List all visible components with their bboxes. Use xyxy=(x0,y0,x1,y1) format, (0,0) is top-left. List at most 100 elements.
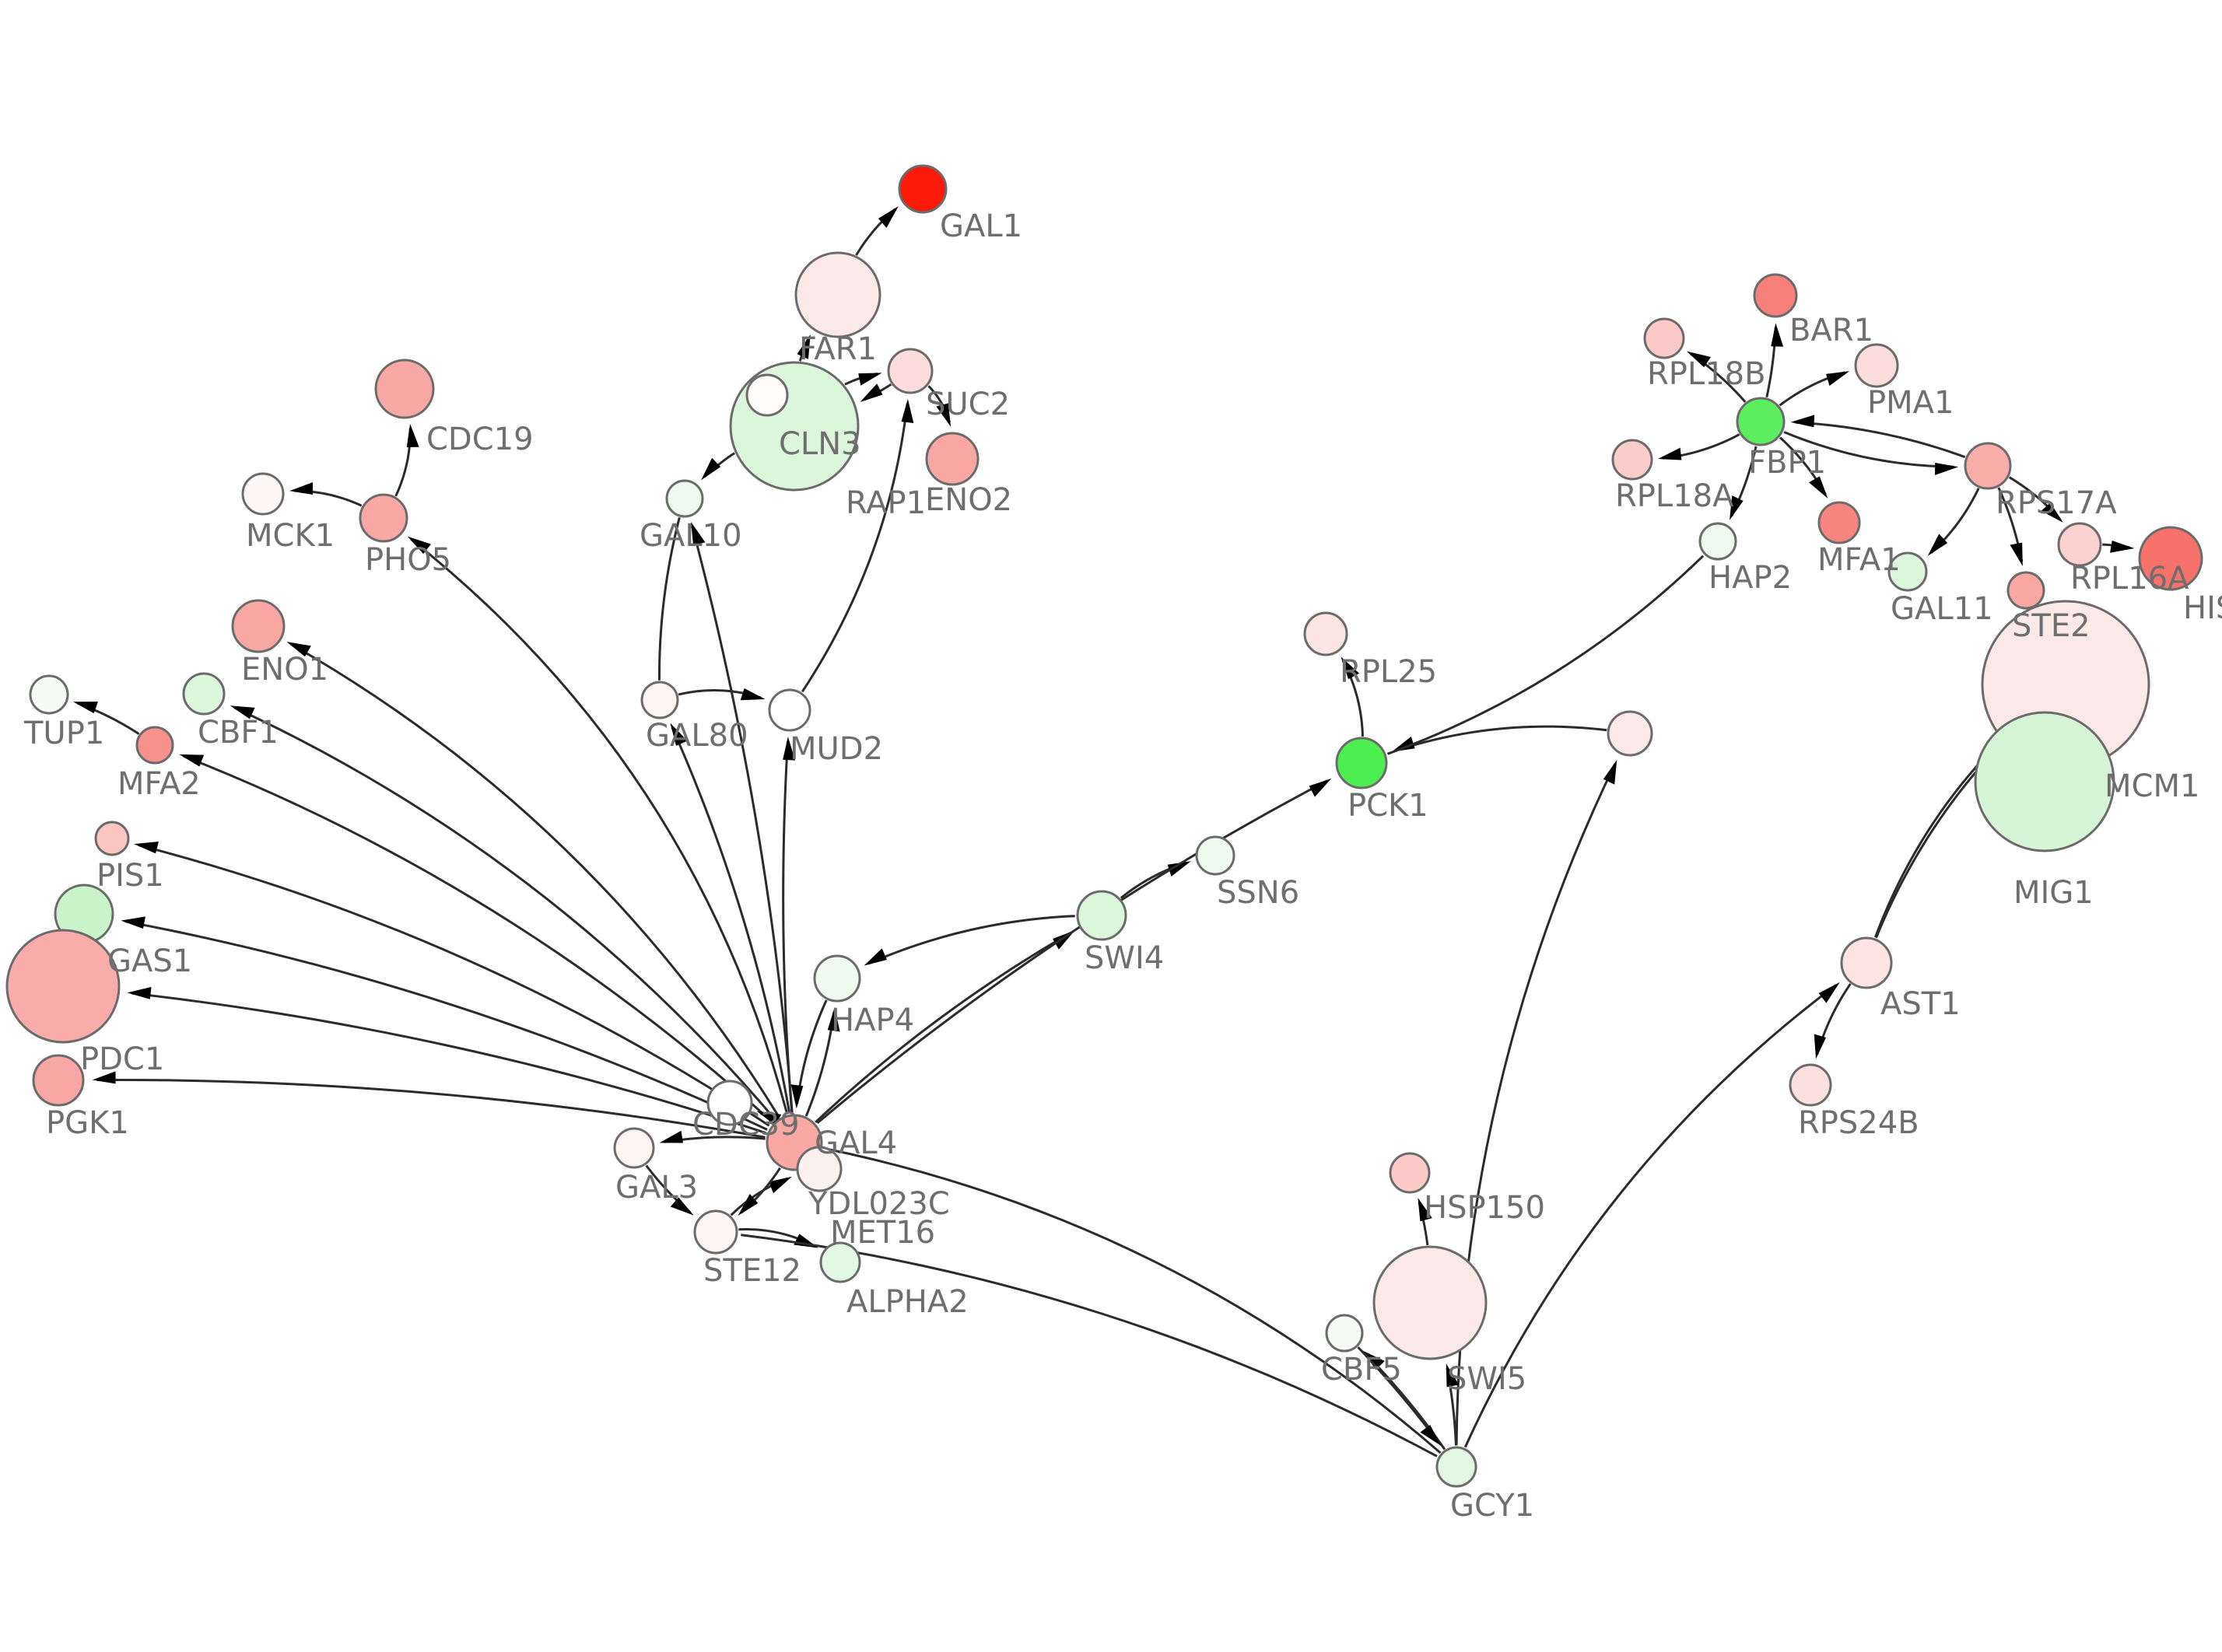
node-cbf1[interactable] xyxy=(182,672,226,716)
node-gcy1[interactable] xyxy=(1435,1446,1477,1488)
node-mfa1[interactable] xyxy=(1817,501,1861,544)
arrowhead-rps17a-to-gal11 xyxy=(1927,534,1948,556)
node-cdc19[interactable] xyxy=(374,359,435,419)
node-label-gal10: GAL10 xyxy=(640,518,742,554)
node-his4[interactable] xyxy=(2138,526,2203,591)
arrowhead-rps17a-to-ste2 xyxy=(2010,542,2023,567)
arrowhead-fbp1-to-pma1 xyxy=(1825,371,1850,387)
node-label-gas1: GAS1 xyxy=(107,943,192,979)
edge-layer xyxy=(73,206,2135,1458)
node-far1[interactable] xyxy=(794,251,881,338)
node-cdc39[interactable] xyxy=(706,1080,753,1126)
node-pis1[interactable] xyxy=(94,821,130,856)
node-bar1[interactable] xyxy=(1753,273,1798,318)
node-hap2[interactable] xyxy=(1698,522,1737,561)
node-ste2[interactable] xyxy=(2006,571,2045,610)
arrowhead-gal4-to-eno1 xyxy=(286,642,311,657)
node-pck1[interactable] xyxy=(1335,737,1388,789)
node-rpl18a[interactable] xyxy=(1611,439,1653,481)
node-ssn6[interactable] xyxy=(1195,835,1235,876)
node-ast1[interactable] xyxy=(1840,936,1893,989)
arrowhead-pho5-to-mck1 xyxy=(289,482,314,495)
node-alpha2[interactable] xyxy=(819,1241,861,1283)
node-ste12[interactable] xyxy=(693,1209,738,1255)
node-tup1[interactable] xyxy=(29,674,69,715)
node-label-met16: MET16 xyxy=(830,1215,935,1251)
node-eno2[interactable] xyxy=(925,432,980,486)
node-label-ste12: STE12 xyxy=(703,1253,801,1289)
node-pho5[interactable] xyxy=(359,493,408,543)
node-rps24b[interactable] xyxy=(1789,1063,1832,1107)
node-pdc1[interactable] xyxy=(5,929,121,1044)
node-label-ste2: STE2 xyxy=(2012,608,2091,644)
node-suc2[interactable] xyxy=(887,348,934,394)
node-rps17a[interactable] xyxy=(1964,442,2012,490)
edge-gal4-to-eno1 xyxy=(289,642,780,1117)
node-pgk1[interactable] xyxy=(32,1054,85,1107)
arrowhead-ste12-to-ydl023c xyxy=(769,1176,792,1194)
node-label-pho5: PHO5 xyxy=(365,542,451,578)
node-hsp150[interactable] xyxy=(1389,1152,1431,1194)
arrowhead-mud2-to-suc2 xyxy=(901,398,914,423)
node-rpl25[interactable] xyxy=(1303,611,1348,656)
node-label-mud2: MUD2 xyxy=(790,731,883,767)
edge-gal4-to-pck1 xyxy=(816,779,1328,1125)
arrowhead-gcy1-to-cbf5 xyxy=(1362,1350,1385,1370)
arrowhead-rps17a-to-fbp1 xyxy=(1790,415,1815,428)
node-label-cbf1: CBF1 xyxy=(198,715,279,751)
node-unlab1[interactable] xyxy=(1607,710,1653,757)
node-eno1[interactable] xyxy=(231,599,286,653)
node-label-rpl18a: RPL18A xyxy=(1615,478,1734,514)
node-rpl16a[interactable] xyxy=(2057,522,2102,567)
arrowhead-rpl16a-to-his4 xyxy=(2110,541,2135,553)
arrowhead-pho5-to-cdc19 xyxy=(406,423,419,448)
node-hap4[interactable] xyxy=(813,954,861,1003)
node-cbf5[interactable] xyxy=(1325,1314,1364,1353)
node-mig1[interactable] xyxy=(1974,711,2115,852)
arrowhead-unlab1-to-pck1 xyxy=(1391,737,1415,752)
node-label-bar1: BAR1 xyxy=(1789,313,1873,348)
node-label-cdc39: CDC39 xyxy=(692,1107,800,1143)
arrowhead-gal4-to-cbf1 xyxy=(230,705,255,719)
arrowhead-gal4-to-pck1 xyxy=(1309,778,1332,797)
node-label-far1: FAR1 xyxy=(799,331,877,367)
arrowhead-fbp1-to-bar1 xyxy=(1771,323,1784,347)
node-ydl023c[interactable] xyxy=(796,1146,843,1192)
edge-rps17a-to-fbp1 xyxy=(1795,421,1966,459)
node-label-ydl023c: YDL023C xyxy=(808,1186,950,1222)
node-label-cbf5: CBF5 xyxy=(1321,1352,1402,1388)
node-cln3inner[interactable] xyxy=(745,373,789,417)
arrowhead-mfa2-to-tup1 xyxy=(73,702,99,714)
node-mfa2[interactable] xyxy=(135,726,174,765)
node-swi5[interactable] xyxy=(1372,1245,1488,1360)
arrowhead-ast1-to-rps24b xyxy=(1814,1034,1827,1059)
arrowhead-fbp1-to-rpl18a xyxy=(1658,447,1682,460)
node-label-rps17a: RPS17A xyxy=(1996,485,2117,521)
node-gal80[interactable] xyxy=(640,681,679,719)
node-label-gal11: GAL11 xyxy=(1891,591,1993,627)
node-mud2[interactable] xyxy=(768,688,811,732)
arrowhead-gal80-to-mud2 xyxy=(740,688,766,701)
arrowhead-hap4-to-gal4 xyxy=(790,1084,804,1109)
node-label-suc2: SUC2 xyxy=(926,387,1010,422)
edge-gal4-to-pis1 xyxy=(138,844,770,1127)
node-pma1[interactable] xyxy=(1854,343,1899,388)
node-gal10[interactable] xyxy=(665,479,704,518)
edge-gal10-to-gal80 xyxy=(657,517,681,681)
node-swi4[interactable] xyxy=(1076,890,1127,941)
node-gal11[interactable] xyxy=(1887,551,1928,592)
node-rpl18b[interactable] xyxy=(1643,317,1685,359)
node-mck1[interactable] xyxy=(241,472,285,516)
node-label-hsp150: HSP150 xyxy=(1424,1190,1545,1226)
node-gal3[interactable] xyxy=(613,1127,655,1169)
node-label-pdc1: PDC1 xyxy=(80,1041,164,1077)
arrowhead-gal4-to-pgk1 xyxy=(92,1071,116,1084)
node-gal1[interactable] xyxy=(898,164,948,214)
node-fbp1[interactable] xyxy=(1736,397,1786,446)
arrowhead-fbp1-to-mfa1 xyxy=(1808,476,1828,499)
node-label-eno2: ENO2 xyxy=(925,482,1012,518)
arrowhead-pck1-to-rpl25 xyxy=(1341,656,1360,680)
node-label-tup1: TUP1 xyxy=(23,716,104,751)
